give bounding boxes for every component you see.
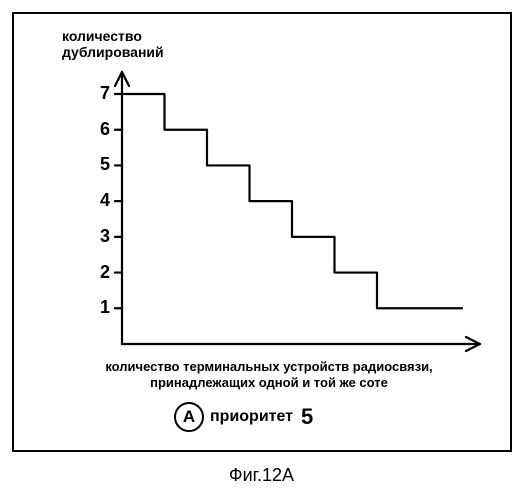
y-tick-label: 5 — [90, 154, 110, 175]
chart-area: количестводублирований 1234567 количеств… — [14, 14, 510, 450]
y-tick-label: 4 — [90, 190, 110, 211]
y-tick-label: 6 — [90, 119, 110, 140]
x-axis-title: количество терминальных устройств радиос… — [69, 359, 469, 390]
priority-label: приоритет — [210, 408, 293, 426]
y-tick-label: 3 — [90, 226, 110, 247]
y-tick-label: 2 — [90, 262, 110, 283]
frame-border: количестводублирований 1234567 количеств… — [12, 12, 512, 452]
y-tick-label: 7 — [90, 83, 110, 104]
figure-caption: Фиг.12А — [0, 465, 523, 486]
priority-badge-letter: A — [183, 407, 195, 427]
y-tick-label: 1 — [90, 297, 110, 318]
priority-badge: A — [174, 402, 204, 432]
priority-value: 5 — [301, 404, 313, 430]
priority-row: A приоритет 5 — [174, 402, 313, 432]
